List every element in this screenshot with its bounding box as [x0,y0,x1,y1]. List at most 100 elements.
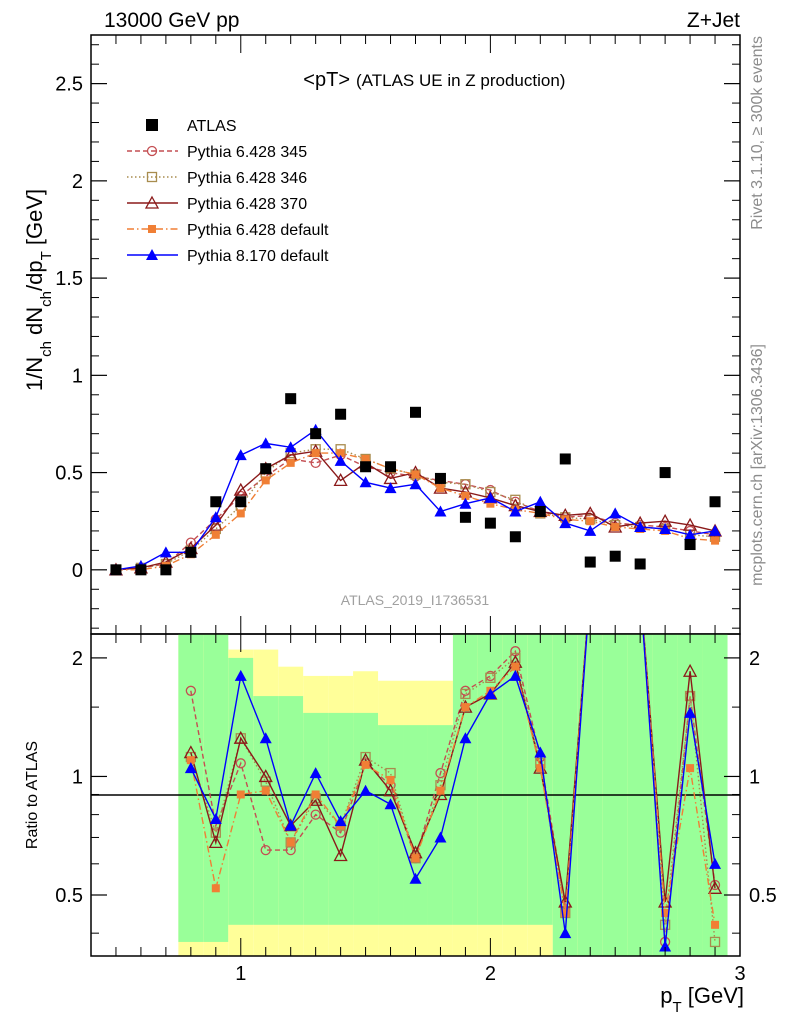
data-point [284,441,297,453]
ratio-point [286,838,295,847]
data-point [261,476,270,485]
data-point [659,522,672,534]
data-point [460,479,471,490]
ratio-point [459,732,472,744]
series-atlas [110,393,721,576]
ratio-line [190,634,716,925]
data-point [609,550,621,562]
main-tick-label: 1 [72,365,83,387]
ratio-axis-ticks: 0.5 0.5 1 1 2 2 1 2 3 [55,634,777,985]
data-point [659,467,671,479]
ratio-band-inner [178,634,204,942]
data-point [333,473,348,487]
main-tick-label: 0.5 [55,463,83,485]
ratio-point [285,837,296,848]
legend-entry: Pythia 6.428 default [127,222,329,239]
ratio-band-inner [253,696,279,925]
data-point [436,484,445,493]
ratio-panel: 0.5 0.5 1 1 2 2 1 2 3 [55,633,777,985]
data-point [259,437,272,449]
main-axis-ticks: 0 0.5 1 1.5 2 2.5 [55,35,741,634]
ratio-point [661,909,670,918]
ratio-tick-label-right: 1 [749,766,760,788]
data-point [711,536,720,545]
ratio-point [536,764,545,773]
ratio-tick-label-left: 1 [72,766,83,788]
ratio-point [435,767,446,779]
ratio-point [361,760,370,769]
ratio-band-inner [203,634,229,942]
ratio-point [709,857,722,869]
data-point [208,517,223,531]
data-point [209,511,222,523]
data-point [135,564,147,576]
ratio-point [684,706,697,718]
data-point [461,491,470,500]
legend-entry: Pythia 6.428 346 [127,170,307,187]
x-tick-label: 1 [235,963,246,985]
collision-label: 13000 GeV pp [104,9,239,32]
ratio-point [260,844,271,856]
svg-text:1/Nch dNch/dpT [GeV]: 1/Nch dNch/dpT [GeV] [22,189,55,391]
ratio-point [460,688,471,700]
data-point [310,428,322,440]
legend-marker [146,171,158,183]
data-point [484,491,497,503]
data-point [484,517,496,529]
ratio-point [311,790,320,799]
series-pythia-6-428-345 [110,449,721,575]
main-series-layer [108,393,723,576]
main-panel: 0 0.5 1 1.5 2 2.5 <pT> (ATLAS UE in Z product… [55,34,741,635]
process-label: Z+Jet [687,9,740,32]
ratio-tick-label-right: 2 [749,648,760,670]
ratio-point [261,786,270,795]
ratio-tick-label-left: 2 [72,648,83,670]
data-point [160,564,172,576]
ratio-band-inner [427,725,453,925]
data-point [336,449,345,458]
ratio-point [258,769,273,783]
series-pythia-6-428-370 [108,443,723,576]
ratio-band-inner [452,634,478,925]
ratio-point [409,872,422,884]
ratio-point [310,809,321,820]
ratio-point [259,732,272,744]
plot-subtitle: (ATLAS UE in Z production) [356,71,565,90]
data-point [634,521,647,533]
data-point [410,406,421,418]
data-point [611,523,620,532]
ratio-point [235,758,246,769]
series-pythia-6-428-346 [110,444,721,575]
legend-entry: ATLAS [146,118,237,135]
legend-entry: Pythia 6.428 345 [127,144,307,161]
x-axis-label: pT [GeV] [660,983,744,1016]
ratio-point [334,815,347,827]
data-point [110,564,122,576]
ratio-point [709,936,721,948]
ratio-point [436,786,445,795]
data-point [684,539,696,551]
data-point [236,509,245,518]
ratio-point [233,730,248,744]
ratio-point [184,762,197,774]
ratio-point [309,767,322,779]
data-point [233,482,248,496]
data-point [509,531,521,543]
ratio-band-inner [353,712,379,925]
ratio-point [359,784,372,796]
ratio-line [190,634,716,942]
data-point [584,556,596,568]
data-point [310,457,321,469]
ratio-point [185,685,196,696]
data-point [684,528,697,540]
ratio-point [559,927,572,939]
data-point [559,453,571,465]
y-axis-label-ratio: Ratio to ATLAS [24,741,41,849]
legend-label: Pythia 6.428 default [187,222,329,239]
main-tick-label: 2.5 [55,74,83,96]
main-tick-label: 0 [72,560,83,582]
legend-marker [146,145,158,157]
y-axis-label-main: 1/Nch dNch/dpT [GeV] [22,189,55,391]
ratio-point [384,798,397,810]
ratio-point [209,812,222,824]
